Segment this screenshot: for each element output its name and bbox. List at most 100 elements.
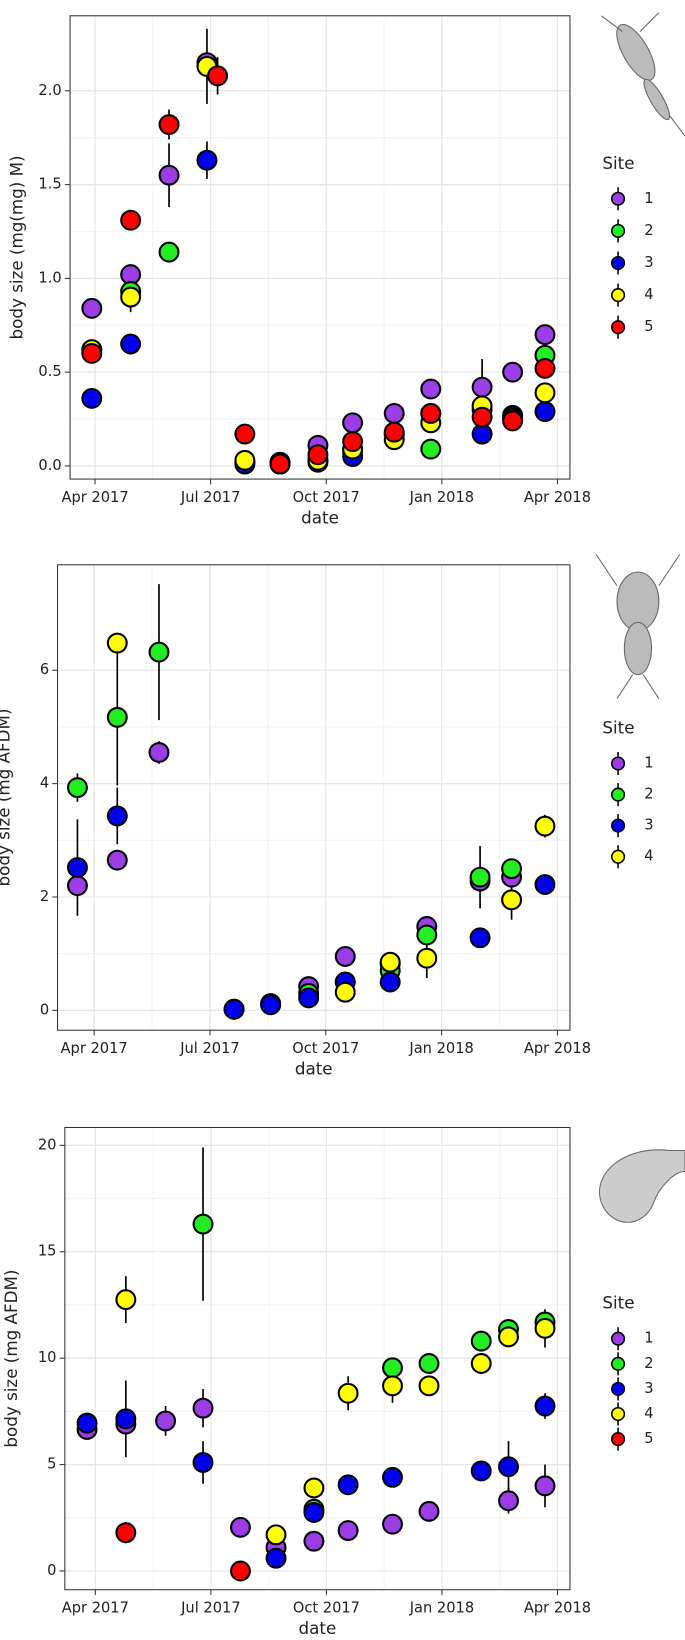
plot-background [70, 15, 570, 480]
y-tick-label: 2 [40, 888, 49, 905]
point [269, 453, 291, 475]
x-tick-label: Apr 2017 [62, 1600, 129, 1617]
y-tick-label: 0.0 [38, 457, 61, 474]
legend-key [611, 818, 626, 833]
point [420, 438, 442, 460]
legend-key [611, 191, 626, 206]
y-tick-label: 10 [38, 1349, 57, 1366]
point [501, 889, 523, 911]
point [342, 412, 364, 434]
point [120, 209, 142, 231]
point [498, 1326, 519, 1348]
point [418, 1500, 440, 1522]
point [155, 1410, 177, 1432]
point [192, 1397, 214, 1419]
point [534, 1395, 556, 1417]
y-axis-label: body size (mg(mg) M) [6, 155, 26, 339]
y-tick-label: 4 [40, 775, 49, 792]
y-axis-label: body size (mg AFDM) [1, 1270, 21, 1448]
legend-label: 2 [644, 786, 653, 803]
point [66, 875, 88, 897]
legend-key [611, 1381, 626, 1396]
point [337, 1520, 359, 1542]
point [106, 805, 128, 827]
y-tick-label: 1.5 [38, 176, 61, 193]
point [471, 406, 493, 428]
point [382, 1357, 403, 1379]
point [418, 1353, 440, 1374]
point [534, 382, 556, 404]
y-tick-label: 1.0 [38, 269, 61, 286]
point [534, 815, 556, 837]
legend-key [611, 756, 626, 771]
x-tick-label: Oct 2017 [293, 1600, 360, 1617]
point [420, 402, 442, 424]
x-tick-label: Oct 2017 [293, 489, 360, 506]
y-tick-label: 0.5 [38, 363, 61, 380]
x-tick-label: Apr 2017 [61, 1040, 128, 1057]
point [383, 402, 405, 424]
point [158, 164, 180, 186]
legend-key [611, 288, 626, 303]
legend-label: 5 [644, 318, 653, 335]
point [148, 741, 170, 763]
legend-key [611, 255, 626, 271]
point [81, 342, 103, 364]
point [470, 1353, 492, 1374]
point [416, 924, 438, 946]
point [342, 431, 364, 453]
y-tick-label: 0 [47, 1562, 56, 1579]
point [120, 286, 142, 308]
plot-border [56, 564, 571, 1031]
legend-label: 3 [644, 1380, 653, 1397]
x-axis-label: date [301, 507, 339, 527]
point [307, 444, 329, 466]
point [534, 401, 556, 423]
x-axis-label: date [299, 1618, 337, 1638]
point [418, 1375, 440, 1397]
point [471, 376, 493, 398]
x-tick-label: Jul 2017 [179, 1040, 240, 1057]
point [265, 1547, 287, 1569]
point [379, 971, 401, 993]
x-tick-label: Jan 2018 [409, 1600, 474, 1617]
legend-label: 1 [644, 755, 653, 772]
legend-label: 3 [644, 817, 653, 834]
insect-illustration [595, 554, 681, 699]
point [337, 1382, 359, 1404]
point [469, 866, 491, 888]
legend-label: 1 [644, 1330, 653, 1347]
point [502, 410, 524, 432]
x-tick-label: Apr 2018 [524, 1600, 591, 1617]
y-tick-label: 20 [38, 1136, 57, 1153]
point [298, 987, 320, 1009]
legend-label: 2 [644, 222, 653, 239]
point [81, 387, 103, 409]
point [502, 361, 524, 383]
legend-label: 2 [644, 1355, 653, 1372]
point [81, 297, 103, 319]
plot-border [69, 15, 571, 480]
point [501, 858, 523, 880]
x-tick-label: Apr 2018 [524, 489, 591, 506]
point [192, 1451, 214, 1473]
legend-key [611, 1356, 626, 1371]
legend-key [611, 1406, 626, 1422]
point [106, 849, 128, 871]
point [303, 1477, 325, 1499]
plot-border [64, 1126, 571, 1591]
y-axis-label: body size (mg AFDM) [0, 709, 14, 887]
legend-key [611, 787, 626, 802]
point [534, 874, 556, 895]
point [223, 998, 245, 1020]
point [382, 1375, 403, 1397]
point [470, 1460, 492, 1482]
insect-illustration [599, 1149, 685, 1223]
legend-label: 1 [644, 190, 653, 207]
point [534, 1475, 556, 1497]
point [379, 951, 401, 973]
plot-background [57, 564, 570, 1031]
point [420, 378, 442, 400]
point [334, 981, 356, 1003]
